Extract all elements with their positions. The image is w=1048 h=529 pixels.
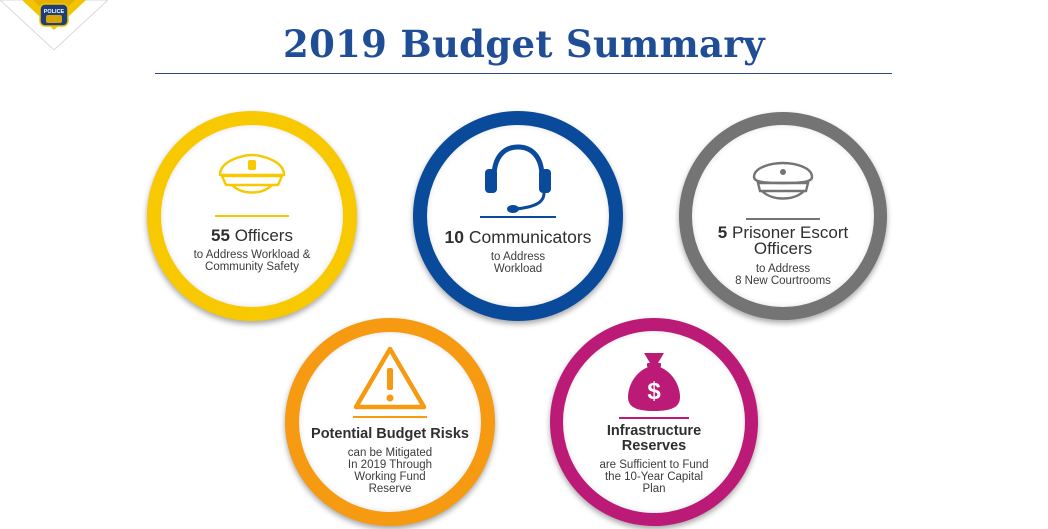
logo-label: POLICE xyxy=(44,9,65,15)
reserves-label: Infrastructure xyxy=(606,423,702,439)
badge-divider xyxy=(353,416,427,418)
badge-detail: are Sufficient to Fund the 10-Year Capit… xyxy=(563,459,745,495)
escort-label: Prisoner Escort xyxy=(732,223,849,242)
detail-line: to Address xyxy=(490,251,546,263)
badge-detail: can be Mitigated In 2019 Through Working… xyxy=(299,447,481,495)
officer-cap-icon xyxy=(752,161,814,200)
detail-line: the 10-Year Capital xyxy=(604,471,704,483)
detail-line: Community Safety xyxy=(205,261,299,273)
title-underline xyxy=(155,73,892,74)
badge-headline: 10 Communicators xyxy=(427,227,609,247)
reserves-label: Reserves xyxy=(621,438,687,454)
headline-line: Officers xyxy=(753,239,813,258)
warning-icon xyxy=(353,346,427,410)
badge-headline: 5 Prisoner Escort Officers xyxy=(692,223,874,258)
money-bag-icon: $ xyxy=(628,353,680,411)
headline-line: Reserves xyxy=(563,439,745,454)
badge-divider xyxy=(480,216,556,218)
detail-line: Plan xyxy=(642,483,666,495)
detail-line: to Address Workload & xyxy=(193,249,311,261)
badge-detail: to Address Workload & Community Safety xyxy=(161,249,343,273)
detail-line: are Sufficient to Fund xyxy=(599,459,709,471)
badge-officers: 55 Officers to Address Workload & Commun… xyxy=(147,111,357,321)
headline-line: Infrastructure xyxy=(563,424,745,439)
corner-banner: POLICE xyxy=(0,0,108,51)
svg-text:$: $ xyxy=(647,378,661,405)
badge-divider xyxy=(746,218,820,220)
badge-headline: 55 Officers xyxy=(161,227,343,244)
detail-line: Workload xyxy=(493,263,543,275)
police-logo-icon xyxy=(39,3,69,27)
communicators-label: Communicators xyxy=(468,227,592,247)
risks-label: Potential Budget Risks xyxy=(311,426,469,442)
badge-budget-risks: Potential Budget Risks can be Mitigated … xyxy=(285,318,495,526)
badge-detail: to Address 8 New Courtrooms xyxy=(692,263,874,287)
badge-headline: Infrastructure Reserves xyxy=(563,424,745,454)
headset-icon xyxy=(485,144,551,213)
detail-line: Reserve xyxy=(368,483,412,495)
badge-infrastructure-reserves: $ Infrastructure Reserves are Sufficient… xyxy=(550,318,758,526)
police-cap-icon xyxy=(218,153,286,194)
badge-prisoner-escort: 5 Prisoner Escort Officers to Address 8 … xyxy=(679,112,887,320)
officers-number: 55 xyxy=(211,226,230,245)
detail-line: In 2019 Through xyxy=(347,459,433,471)
badge-communicators: 10 Communicators to Address Workload xyxy=(413,111,623,321)
officers-label: Officers xyxy=(234,226,293,245)
detail-line: Working Fund xyxy=(354,471,426,483)
badge-divider xyxy=(215,215,289,217)
headline-line: 5 Prisoner Escort xyxy=(692,223,874,242)
badge-divider xyxy=(619,417,689,419)
communicators-number: 10 xyxy=(444,227,465,247)
page-title: 2019 Budget Summary xyxy=(283,22,765,66)
badge-detail: to Address Workload xyxy=(427,251,609,275)
escort-number: 5 xyxy=(717,223,728,242)
detail-line: 8 New Courtrooms xyxy=(735,275,831,287)
detail-line: can be Mitigated xyxy=(347,447,433,459)
badge-headline: Potential Budget Risks xyxy=(299,426,481,443)
detail-line: to Address xyxy=(755,263,811,275)
